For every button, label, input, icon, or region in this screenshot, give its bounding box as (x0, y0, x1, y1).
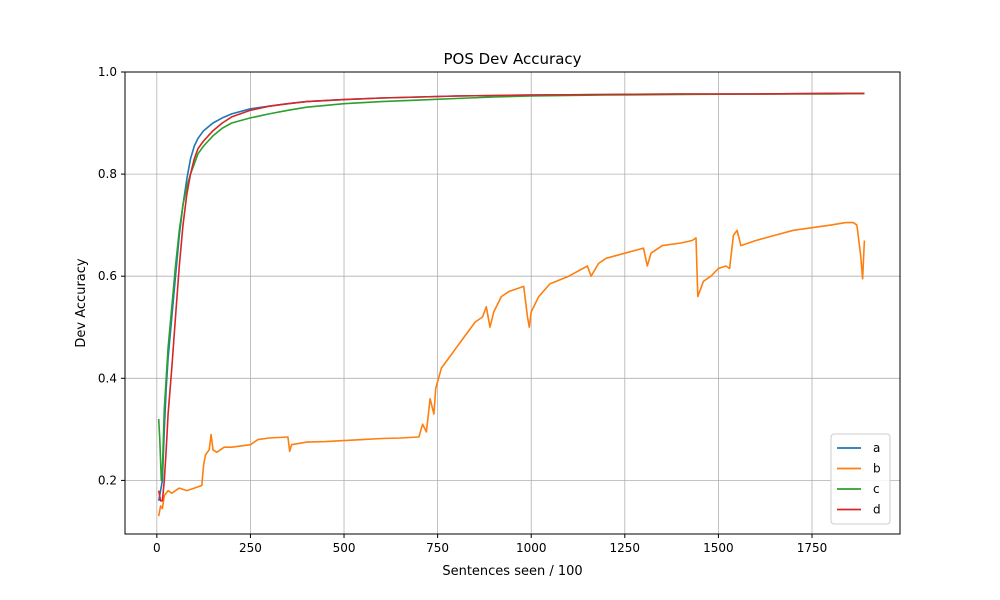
legend-box (830, 433, 891, 525)
y-tick-label: 0.6 (98, 269, 117, 283)
x-tick-label: 250 (239, 541, 262, 555)
legend-label-b: b (873, 462, 881, 476)
y-tick-label: 0.4 (98, 371, 117, 385)
x-tick-label: 1250 (610, 541, 641, 555)
y-axis-label: Dev Accuracy (74, 258, 89, 347)
x-tick-label: 0 (153, 541, 161, 555)
series-line-b (157, 221, 866, 517)
y-tick-label: 0.2 (98, 473, 117, 487)
series-line-c (157, 92, 865, 482)
x-tick-label: 1750 (797, 541, 828, 555)
plot-frame (124, 71, 901, 535)
series-lines (157, 92, 866, 517)
x-tick-label: 1000 (516, 541, 547, 555)
y-axis-ticks: 0.2 0.4 0.6 0.8 1.0 (98, 65, 125, 487)
grid-lines (125, 71, 900, 534)
y-tick-label: 1.0 (98, 65, 117, 79)
x-tick-label: 750 (426, 541, 449, 555)
chart-title: POS Dev Accuracy (443, 50, 581, 68)
x-tick-label: 500 (333, 541, 356, 555)
series-line-d (157, 92, 865, 502)
y-tick-label: 0.8 (98, 167, 117, 181)
x-axis-label: Sentences seen / 100 (442, 564, 582, 579)
x-tick-label: 1500 (703, 541, 734, 555)
legend-label-d: d (873, 503, 881, 517)
legend-label-a: a (873, 441, 880, 455)
x-axis-ticks: 0 250 500 750 1000 1250 1500 1750 (153, 534, 827, 555)
legend-label-c: c (873, 482, 880, 496)
